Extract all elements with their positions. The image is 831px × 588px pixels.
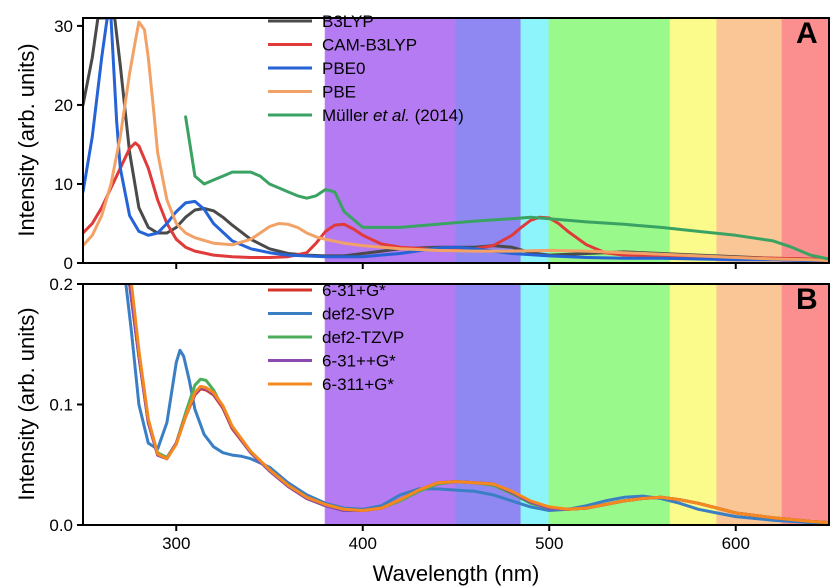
spectral-band-b-2 xyxy=(521,284,550,525)
spectral-bands-b xyxy=(324,284,829,525)
panel-a: 0 10 20 30 B3LYP CAM-B3LYP PBE0 PBE Müller et a… xyxy=(54,12,830,273)
spectral-band-a-5 xyxy=(717,18,783,263)
spectral-band-b-5 xyxy=(717,284,783,525)
spectral-band-a-2 xyxy=(521,18,550,263)
y-tick-label-b-2: 0.2 xyxy=(49,275,73,294)
legend-label-a-1: CAM-B3LYP xyxy=(322,36,417,55)
series-lines-a xyxy=(83,18,829,263)
series-line-a-1 xyxy=(83,141,829,262)
panel-label-b: B xyxy=(796,283,818,316)
legend-label-a-3: PBE xyxy=(322,83,356,102)
legend-label-b-2: def2-TZVP xyxy=(322,328,404,347)
y-axis-title-b: Intensity (arb. units) xyxy=(14,307,39,500)
y-tick-label-a-1: 10 xyxy=(54,175,73,194)
series-line-a-3 xyxy=(83,20,829,263)
legend-label-b-0: 6-31+G* xyxy=(322,281,386,300)
y-tick-label-a-0: 0 xyxy=(64,254,73,273)
series-line-b-4 xyxy=(130,284,829,525)
panel-b: 300 400 500 600 0.0 0.1 0.2 6-31+G* def2-SVP def… xyxy=(49,275,830,553)
x-axis-title: Wavelength (nm) xyxy=(373,561,540,586)
spectral-band-a-0 xyxy=(325,18,456,263)
legend-label-a-2: PBE0 xyxy=(322,59,365,78)
axes-a: 0 10 20 30 xyxy=(54,17,830,273)
legend-a: B3LYP CAM-B3LYP PBE0 PBE Müller et al. (2014… xyxy=(268,12,464,125)
x-tick-label-3: 600 xyxy=(722,534,750,553)
spectral-band-a-4 xyxy=(670,18,718,263)
spectral-band-b-3 xyxy=(549,284,671,525)
y-axis-title-a: Intensity (arb. units) xyxy=(14,43,39,236)
y-tick-label-b-0: 0.0 xyxy=(49,516,73,535)
axes-b: 300 400 500 600 0.0 0.1 0.2 xyxy=(49,275,830,553)
legend-label-b-4: 6-311+G* xyxy=(322,375,394,394)
legend-label-a-0: B3LYP xyxy=(322,12,374,31)
series-lines-b xyxy=(124,284,829,525)
y-tick-label-a-3: 30 xyxy=(54,17,73,36)
spectral-band-b-4 xyxy=(670,284,718,525)
y-tick-label-a-2: 20 xyxy=(54,96,73,115)
legend-label-a-4: Müller et al. (2014) xyxy=(322,106,464,125)
spectral-band-b-6 xyxy=(782,284,829,525)
y-tick-label-b-1: 0.1 xyxy=(49,396,73,415)
legend-b: 6-31+G* def2-SVP def2-TZVP 6-31++G* 6-311+G* xyxy=(268,281,404,394)
plot-frame-a xyxy=(82,17,830,264)
x-tick-label-0: 300 xyxy=(162,534,190,553)
spectral-band-b-1 xyxy=(456,284,522,525)
x-tick-label-2: 500 xyxy=(535,534,563,553)
series-line-a-2 xyxy=(83,18,829,263)
x-tick-label-1: 400 xyxy=(349,534,377,553)
spectral-band-a-1 xyxy=(456,18,522,263)
legend-label-b-1: def2-SVP xyxy=(322,305,395,324)
series-line-a-4 xyxy=(184,115,829,261)
panel-label-a: A xyxy=(796,17,818,50)
legend-label-b-3: 6-31++G* xyxy=(322,352,396,371)
spectral-band-a-6 xyxy=(782,18,829,263)
